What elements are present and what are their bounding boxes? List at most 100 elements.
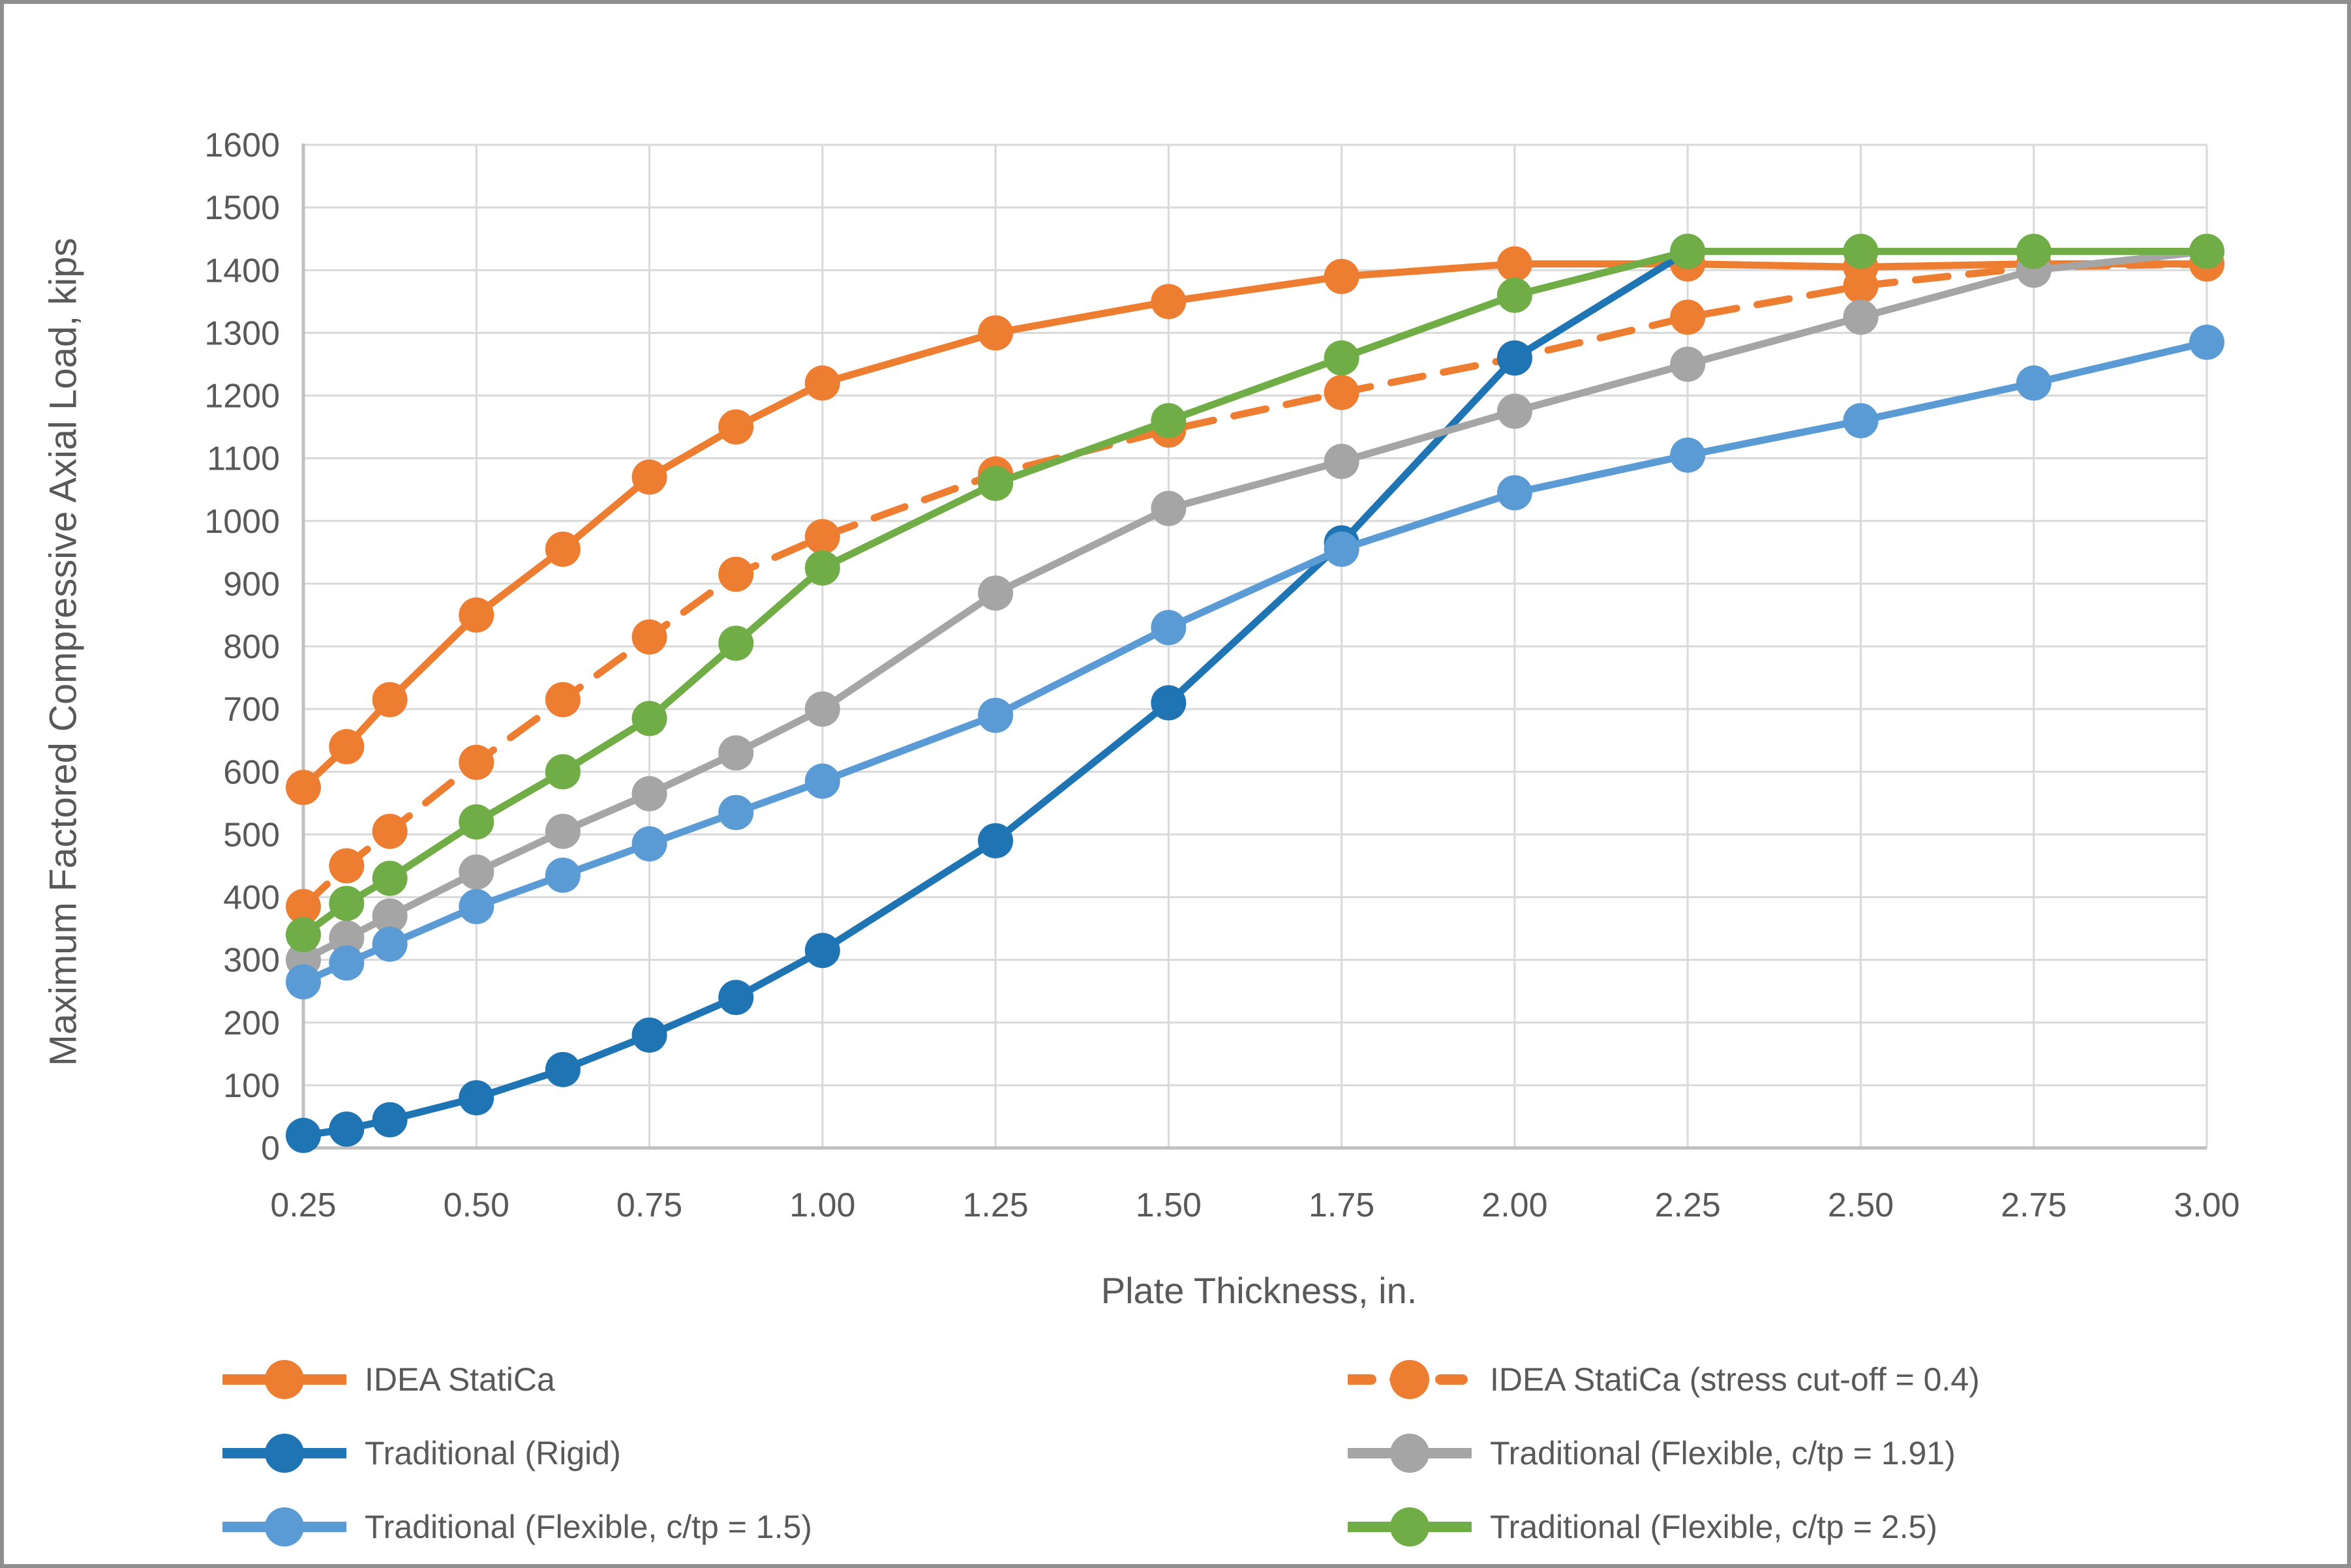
data-point-marker [804, 550, 840, 586]
data-point-marker [459, 888, 494, 924]
x-tick-label: 1.25 [962, 1186, 1028, 1224]
data-point-marker [545, 857, 581, 893]
data-point-marker [1324, 258, 1359, 294]
legend-swatch [222, 1433, 346, 1473]
y-tick-label: 200 [223, 1004, 280, 1042]
data-point-marker [804, 691, 840, 727]
legend-item-4: Traditional (Flexible, c/tp = 1.91) [1348, 1416, 1980, 1490]
data-point-marker [459, 854, 494, 890]
y-tick-label: 1600 [204, 127, 280, 164]
data-point-marker [1151, 490, 1187, 526]
x-tick-label: 0.25 [270, 1186, 336, 1224]
data-point-marker [978, 575, 1014, 611]
series-6 [286, 234, 2224, 953]
series-line [299, 247, 2211, 939]
data-point-marker [1496, 393, 1532, 429]
data-point-marker [718, 794, 754, 830]
x-tick-label: 2.25 [1655, 1186, 1721, 1224]
series-2 [286, 246, 2224, 924]
data-point-marker [2189, 324, 2224, 360]
data-point-marker [372, 682, 408, 717]
data-point-marker [545, 532, 581, 567]
data-point-marker [1324, 374, 1359, 410]
x-tick-label: 1.00 [789, 1186, 855, 1224]
data-point-marker [1324, 340, 1359, 376]
data-point-marker [2016, 365, 2052, 401]
data-point-marker [545, 754, 581, 790]
legend-item-2: IDEA StatiCa (stress cut-off = 0.4) [1348, 1342, 1980, 1416]
data-point-marker [459, 597, 494, 633]
data-point-marker [718, 980, 754, 1016]
y-tick-label: 600 [223, 753, 280, 791]
data-point-marker [718, 735, 754, 771]
data-point-marker [459, 744, 494, 780]
data-point-marker [718, 556, 754, 592]
x-tick-label: 2.00 [1481, 1186, 1547, 1224]
data-point-marker [1324, 444, 1359, 479]
y-tick-label: 1000 [204, 503, 280, 541]
data-point-marker [804, 519, 840, 554]
y-tick-label: 1400 [204, 252, 280, 290]
data-point-marker [329, 729, 365, 764]
series-line [299, 339, 2211, 986]
legend-item-6: Traditional (Flexible, c/tp = 2.5) [1348, 1490, 1980, 1563]
data-point-marker [804, 933, 840, 969]
series-4 [286, 234, 2224, 978]
series-line [299, 260, 2211, 791]
data-point-marker [804, 365, 840, 401]
data-point-marker [1670, 234, 1706, 269]
data-point-marker [459, 804, 494, 840]
data-point-marker [545, 1051, 581, 1087]
y-tick-label: 900 [223, 565, 280, 603]
data-point-marker [286, 770, 321, 806]
data-point-marker [1151, 685, 1187, 721]
legend-item-5: Traditional (Flexible, c/tp = 1.5) [222, 1490, 812, 1563]
data-point-marker [459, 1080, 494, 1116]
y-tick-label: 1300 [204, 314, 280, 352]
series-line [299, 260, 2211, 911]
legend: IDEA StatiCa Traditional (Rigid) Tradition… [4, 1342, 2347, 1564]
y-tick-label: 700 [223, 691, 280, 729]
line-chart-plot: 0 100 200 300 400 500 600 700 800 900 1000 1100 1200… [204, 127, 2239, 1224]
data-point-marker [978, 315, 1014, 351]
data-point-marker [545, 813, 581, 849]
data-point-marker [286, 888, 321, 924]
data-point-marker [1670, 346, 1706, 382]
legend-item-3: Traditional (Rigid) [222, 1416, 812, 1490]
x-tick-label: 0.75 [616, 1186, 682, 1224]
data-point-marker [372, 860, 408, 896]
data-point-marker [718, 626, 754, 661]
data-point-marker [1670, 437, 1706, 473]
y-tick-label: 1200 [204, 378, 280, 415]
y-tick-label: 100 [223, 1067, 280, 1105]
data-point-marker [1151, 284, 1187, 320]
gridlines [302, 143, 2208, 1149]
data-point-marker [631, 826, 667, 862]
data-point-marker [286, 917, 321, 953]
legend-column-right: IDEA StatiCa (stress cut-off = 0.4) Tradi… [1348, 1342, 1980, 1563]
legend-label: IDEA StatiCa (stress cut-off = 0.4) [1490, 1361, 1980, 1398]
data-point-marker [2189, 234, 2224, 269]
legend-label: Traditional (Rigid) [365, 1434, 621, 1471]
data-point-marker [1843, 234, 1879, 269]
y-tick-label: 1500 [204, 189, 280, 227]
legend-label: Traditional (Flexible, c/tp = 2.5) [1490, 1508, 1937, 1545]
data-point-marker [372, 926, 408, 962]
data-point-marker [631, 1017, 667, 1053]
data-point-marker [545, 682, 581, 717]
y-tick-labels: 0 100 200 300 400 500 600 700 800 900 1000 1100 1200… [204, 127, 280, 1168]
legend-swatch [1348, 1507, 1472, 1546]
legend-item-1: IDEA StatiCa [222, 1342, 812, 1416]
data-point-marker [2016, 234, 2052, 269]
x-tick-labels: 0.25 0.50 0.75 1.00 1.25 1.50 1.75 2.00 2.25 2.50… [270, 1186, 2239, 1224]
data-point-marker [978, 822, 1014, 858]
x-tick-label: 2.50 [1828, 1186, 1894, 1224]
data-point-marker [1496, 277, 1532, 313]
data-point-marker [1843, 402, 1879, 438]
data-point-marker [631, 619, 667, 655]
legend-label: Traditional (Flexible, c/tp = 1.91) [1490, 1434, 1956, 1471]
data-point-marker [329, 848, 365, 884]
data-point-marker [1670, 299, 1706, 335]
x-tick-label: 0.50 [444, 1186, 509, 1224]
legend-swatch [222, 1359, 346, 1399]
